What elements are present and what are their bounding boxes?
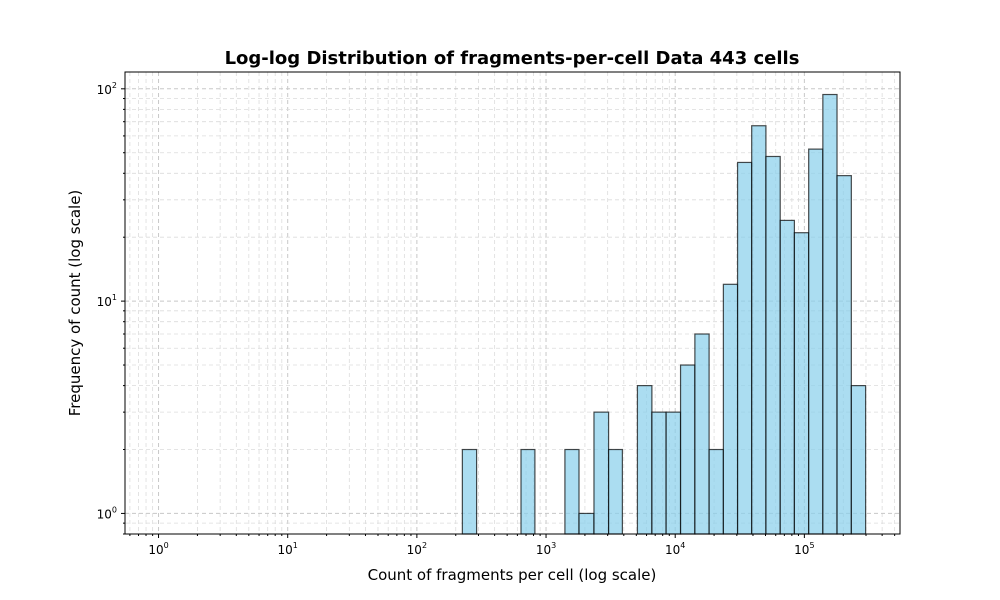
x-axis-label: Count of fragments per cell (log scale) [368,566,657,584]
histogram-bar [765,155,781,535]
x-tick-label: 101 [278,541,298,557]
x-tick-label: 104 [665,541,685,557]
y-tick-label: 101 [97,293,117,309]
histogram-bar [751,125,767,535]
histogram-bar [808,148,824,535]
histogram-bar [564,448,580,535]
x-tick-label: 105 [794,541,814,557]
y-axis-label: Frequency of count (log scale) [66,190,84,417]
histogram-bar [722,283,739,535]
histogram-bar [694,333,710,535]
histogram-bar [651,411,667,535]
histogram-bar [636,385,653,535]
grid [125,72,900,535]
histogram-bar [850,385,867,535]
x-tick-label: 103 [536,541,556,557]
histogram-bar [665,411,682,535]
histogram-bar [520,448,536,535]
y-tick-label: 100 [97,505,117,521]
ticks: 100 101 102 103 104 105 100 101 102 [97,81,896,557]
plot-frame [124,71,901,535]
histogram-bar [736,161,753,535]
histogram-bar [793,232,810,535]
histogram-bar [708,448,724,535]
histogram-bar [578,512,595,535]
histogram-bar [461,448,478,535]
x-tick-label: 100 [148,541,168,557]
histogram-bar [593,411,610,535]
histogram-bar [607,448,623,535]
x-tick-label: 102 [407,541,427,557]
histogram-bar [679,364,696,535]
chart-title: Log-log Distribution of fragments-per-ce… [225,48,800,69]
histogram-bar [836,175,852,535]
y-tick-label: 102 [97,81,117,97]
histogram-bar [822,93,838,535]
histogram-bar [779,219,795,535]
